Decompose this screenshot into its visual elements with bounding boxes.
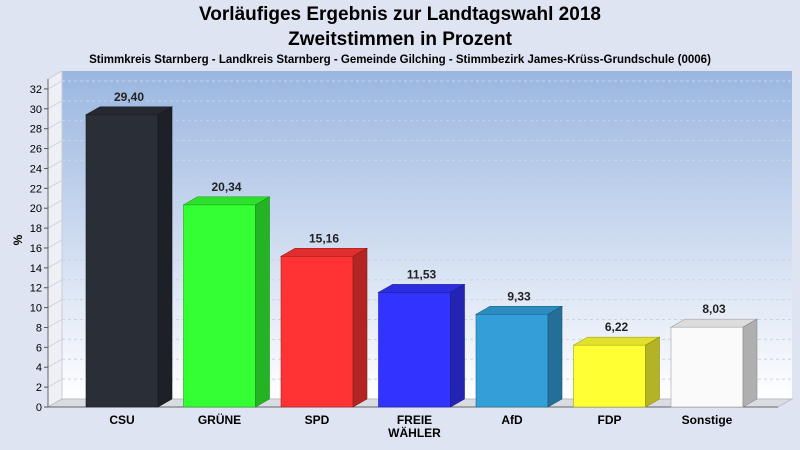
x-tick-label: AfD [501, 413, 523, 427]
x-tick-label: WÄHLER [388, 425, 441, 440]
y-tick-label: 20 [30, 203, 42, 215]
bar-top [572, 336, 661, 346]
y-tick-label: 18 [30, 223, 42, 235]
data-label: 6,22 [605, 320, 629, 334]
bar-top [279, 248, 369, 257]
y-tick-label: 22 [30, 183, 42, 195]
bar-side [645, 336, 660, 408]
gridline-side [47, 358, 63, 368]
x-tick-label: Sonstige [682, 413, 733, 427]
bar-spd [279, 247, 369, 408]
y-tick-label: 28 [30, 124, 42, 136]
bar-freie-wähler [377, 283, 466, 408]
x-tick-label: FREIE [397, 413, 432, 427]
gridline-side [47, 259, 63, 269]
bar-side [547, 305, 563, 408]
bar-top [474, 305, 564, 315]
x-tick-label: FDP [598, 413, 622, 427]
bar-sonstige [669, 318, 759, 408]
bar-side [450, 283, 465, 408]
bar-side [742, 318, 758, 408]
x-tick-label: CSU [109, 413, 134, 427]
y-tick-label: 14 [30, 263, 42, 275]
y-tick-label: 4 [36, 362, 42, 374]
y-tick-label: 30 [30, 104, 42, 116]
bar-side [352, 247, 368, 408]
y-tick-label: 10 [30, 303, 42, 315]
bar-front [378, 292, 451, 408]
gridline-side [47, 80, 63, 90]
data-label: 20,34 [211, 180, 241, 194]
bar-top [84, 106, 174, 116]
y-tick-label: 0 [36, 402, 42, 414]
gridline-side [47, 100, 63, 110]
y-tick-label: 24 [30, 163, 42, 175]
data-label: 8,03 [702, 302, 726, 316]
bar-side [255, 196, 270, 408]
gridline-side [47, 279, 63, 289]
y-axis-label: % [11, 234, 25, 245]
bar-fdp [572, 336, 661, 408]
bar-side [157, 106, 173, 408]
y-tick-label: 16 [30, 243, 42, 255]
chart-title: Vorläufiges Ergebnis zur Landtagswahl 20… [199, 4, 601, 25]
y-tick-label: 2 [36, 382, 42, 394]
gridline-side [47, 179, 63, 189]
y-tick-label: 12 [30, 283, 42, 295]
data-label: 29,40 [114, 90, 144, 104]
bar-front [280, 256, 354, 408]
bar-front [670, 326, 744, 408]
x-tick-label: GRÜNE [198, 412, 241, 427]
data-label: 11,53 [407, 267, 437, 281]
gridline-side [47, 239, 63, 249]
bar-front [573, 344, 646, 408]
y-tick-label: 32 [30, 84, 42, 96]
bar-afd [474, 305, 564, 408]
bar-top [377, 284, 466, 293]
bar-grüne [182, 196, 271, 408]
gridline-side [47, 338, 63, 348]
bar-top [182, 196, 271, 206]
gridline-side [47, 160, 63, 169]
gridline-side [47, 319, 63, 328]
bar-front [183, 204, 256, 408]
data-label: 9,33 [507, 289, 531, 303]
bar-front [475, 313, 549, 408]
gridline-side [47, 299, 63, 309]
gridline-side [47, 199, 63, 209]
bar-front [85, 114, 159, 408]
gridline-side [47, 219, 63, 229]
chart-title-line2: Zweitstimmen in Prozent [288, 29, 512, 50]
bar-csu [84, 106, 174, 408]
x-tick-label: SPD [305, 413, 330, 427]
chart-subtitle: Stimmkreis Starnberg - Landkreis Starnbe… [89, 54, 711, 66]
gridline-side [47, 120, 63, 130]
y-tick-label: 8 [36, 322, 42, 334]
gridline-side [47, 378, 63, 388]
gridline-side [47, 140, 63, 150]
data-label: 15,16 [309, 231, 339, 245]
bar-top [669, 318, 759, 328]
y-tick-label: 26 [30, 144, 42, 156]
y-tick-label: 6 [36, 342, 42, 354]
